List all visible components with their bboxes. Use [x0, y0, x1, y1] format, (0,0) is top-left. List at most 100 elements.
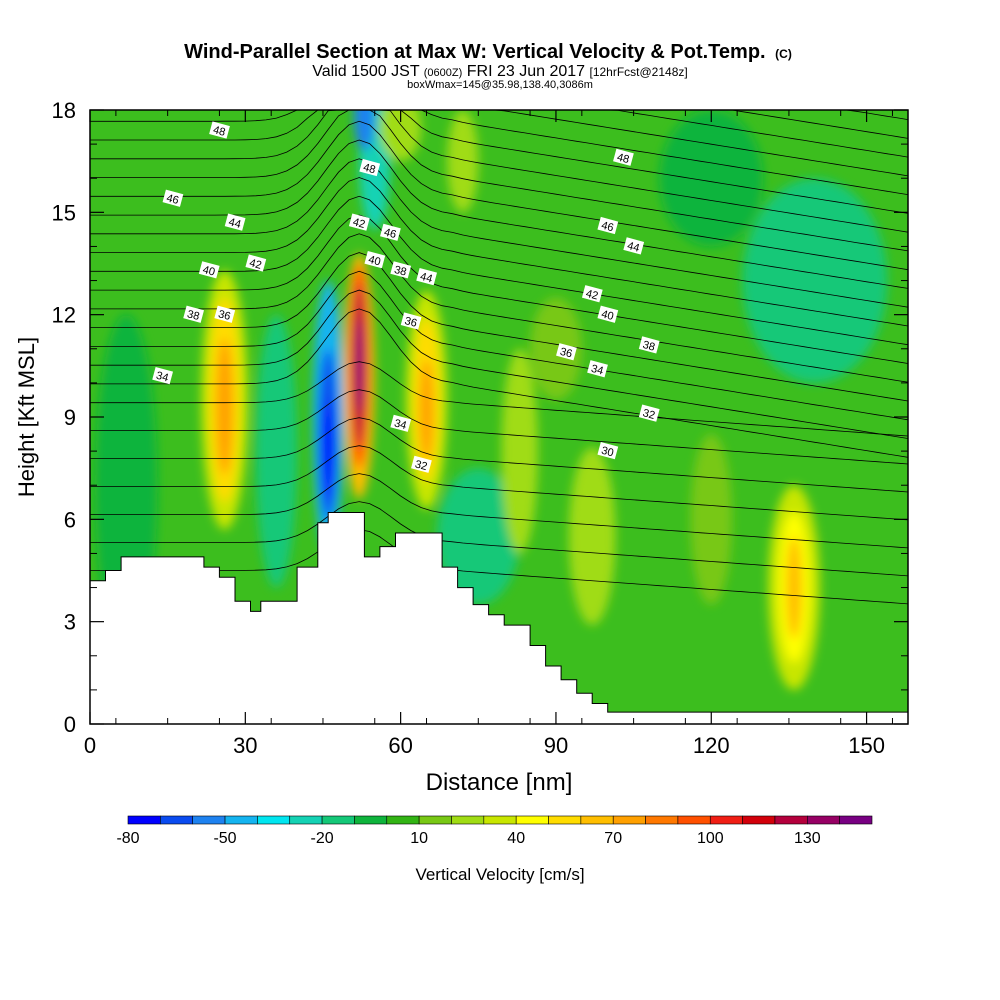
velocity-cell — [255, 314, 298, 588]
colorbar-label: Vertical Velocity [cm/s] — [415, 865, 584, 884]
theta-contour — [90, 110, 908, 139]
colorbar-tick-label: -80 — [116, 830, 139, 847]
svg-text:38: 38 — [186, 308, 201, 323]
colorbar-swatch — [548, 815, 582, 825]
svg-text:48: 48 — [616, 151, 631, 166]
svg-text:40: 40 — [367, 254, 382, 269]
theta-contour — [90, 252, 908, 402]
velocity-cell — [354, 110, 375, 151]
y-tick-label: 18 — [52, 98, 76, 123]
svg-text:36: 36 — [217, 308, 232, 323]
colorbar-tick-label: 70 — [604, 830, 622, 847]
y-tick-label: 15 — [52, 200, 76, 225]
colorbar-swatch — [677, 815, 711, 825]
velocity-cell — [742, 178, 888, 383]
colorbar-swatch — [774, 815, 808, 825]
svg-text:42: 42 — [584, 288, 599, 303]
contour-label: 32 — [411, 455, 432, 473]
colorbar: -80 -50 -20 10 40 70 100 130 — [116, 815, 873, 847]
svg-text:34: 34 — [590, 363, 605, 378]
contour-label: 36 — [400, 312, 422, 330]
colorbar-swatch — [645, 815, 679, 825]
colorbar-swatch — [515, 815, 549, 825]
colorbar-swatch — [127, 815, 161, 825]
theta-contour — [90, 139, 908, 289]
velocity-cell — [419, 359, 434, 462]
chart-subtitle-2: boxWmax=145@35.98,138.40,3086m — [407, 79, 593, 91]
svg-text:48: 48 — [212, 124, 227, 139]
theta-contour — [90, 361, 908, 437]
svg-text:46: 46 — [383, 226, 398, 241]
colorbar-tick-label: -50 — [213, 830, 236, 847]
contour-label: 34 — [152, 367, 174, 385]
velocity-cell — [501, 348, 538, 554]
theta-contour — [90, 158, 908, 308]
x-axis-label: Distance [nm] — [426, 769, 573, 796]
colorbar-swatch — [612, 815, 646, 825]
theta-contour — [90, 417, 908, 493]
colorbar-swatch — [580, 815, 614, 825]
y-axis-label: Height [Kft MSL] — [14, 337, 39, 497]
contour-label: 36 — [214, 305, 236, 323]
svg-text:34: 34 — [155, 370, 170, 385]
velocity-cell — [786, 536, 802, 639]
colorbar-swatch — [742, 815, 776, 825]
colorbar-swatch — [160, 815, 194, 825]
x-tick-label: 150 — [848, 733, 885, 758]
colorbar-swatch — [192, 815, 226, 825]
y-tick-label: 6 — [64, 507, 76, 532]
theta-contour — [90, 214, 908, 364]
contour-label: 46 — [162, 189, 184, 207]
svg-text:32: 32 — [414, 458, 429, 473]
contour-label: 40 — [597, 305, 619, 323]
theta-contour — [90, 110, 908, 252]
svg-text:30: 30 — [600, 445, 615, 460]
colorbar-tick-label: -20 — [311, 830, 334, 847]
theta-contour — [90, 195, 908, 346]
theta-contour — [90, 110, 908, 195]
contour-label: 44 — [623, 237, 645, 255]
svg-text:38: 38 — [393, 264, 408, 279]
theta-contour — [90, 177, 908, 327]
theta-contour — [90, 389, 908, 465]
svg-text:40: 40 — [201, 264, 216, 279]
contour-label: 42 — [245, 254, 267, 272]
theta-contour — [90, 473, 908, 549]
contour-label: 44 — [224, 213, 246, 231]
contour-label: 42 — [348, 213, 370, 231]
velocity-cell — [447, 110, 479, 213]
velocity-cell — [690, 434, 732, 605]
contour-label: 48 — [613, 148, 634, 166]
colorbar-swatch — [224, 815, 258, 825]
svg-text:46: 46 — [600, 220, 615, 235]
colorbar-swatch — [483, 815, 517, 825]
svg-text:42: 42 — [248, 257, 263, 272]
contour-label: 48 — [359, 158, 381, 176]
contour-label: 34 — [587, 360, 608, 378]
x-tick-label: 0 — [84, 733, 96, 758]
theta-contour — [90, 120, 908, 271]
contour-label: 38 — [638, 336, 660, 354]
colorbar-swatch — [321, 815, 355, 825]
theta-contour — [90, 110, 908, 233]
chart-subtitle: Valid 1500 JST (0600Z) FRI 23 Jun 2017 [… — [312, 63, 687, 80]
colorbar-swatch — [839, 815, 873, 825]
contour-label: 48 — [209, 121, 230, 139]
terrain-mask — [90, 512, 908, 724]
x-tick-label: 120 — [693, 733, 730, 758]
y-tick-label: 0 — [64, 712, 76, 737]
contour-label: 40 — [364, 251, 386, 269]
theta-contour — [90, 270, 908, 421]
contour-label: 40 — [198, 261, 220, 279]
colorbar-swatch — [806, 815, 840, 825]
contour-label: 34 — [390, 414, 412, 432]
x-tick-label: 90 — [544, 733, 568, 758]
contour-label: 44 — [416, 268, 438, 285]
contour-label: 32 — [638, 404, 660, 422]
theta-contour — [90, 501, 908, 577]
y-tick-label: 9 — [64, 405, 76, 430]
svg-text:44: 44 — [227, 216, 242, 231]
theta-contour — [90, 529, 908, 605]
theta-contour — [90, 445, 908, 521]
colorbar-swatch — [418, 815, 452, 825]
